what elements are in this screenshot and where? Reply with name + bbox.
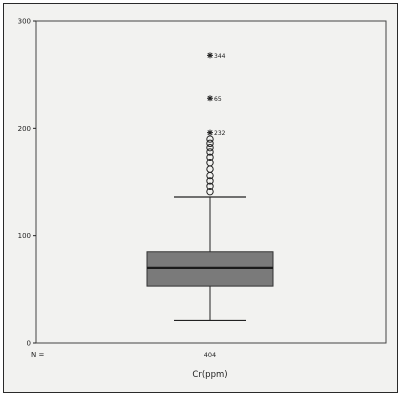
x-axis-label: Cr(ppm) [192,370,227,380]
outlier-point [206,187,214,196]
outlier-point [206,158,214,167]
y-tick-label: 300 [18,18,31,26]
category-n-value: 404 [204,351,216,359]
outlier-point [206,148,214,156]
outlier-point [206,182,214,190]
outlier-label: 232 [214,130,226,137]
outlier-point [206,143,214,152]
outlier-point [206,139,214,148]
plot-area [35,20,387,344]
outlier-label: 65 [214,96,222,103]
extreme-outlier-point [207,129,213,136]
extreme-outlier-point [207,52,213,59]
outlier-point [206,153,214,162]
outlier-point [206,177,214,185]
outlier-label: 344 [214,53,226,60]
n-label: N = [31,351,44,359]
y-tick-label: 0 [27,340,31,348]
extreme-outlier-point [207,95,213,102]
y-tick-label: 100 [18,232,31,240]
y-tick-label: 200 [18,125,31,133]
outlier-point [206,135,214,143]
